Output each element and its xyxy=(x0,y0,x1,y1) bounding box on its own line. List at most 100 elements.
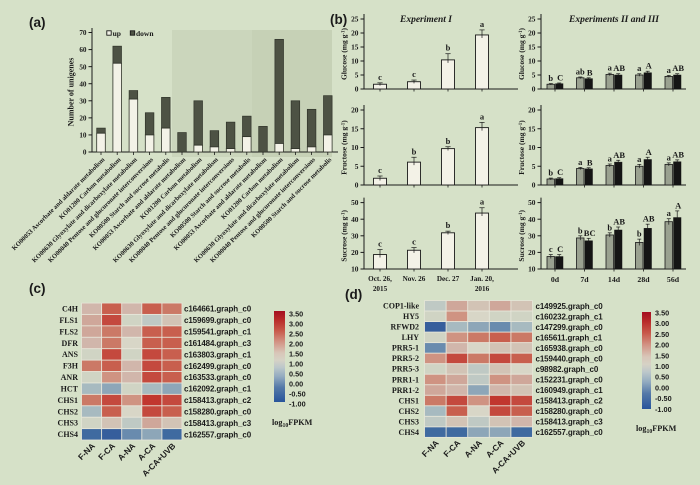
svg-text:ANS: ANS xyxy=(62,350,79,359)
svg-text:LHY: LHY xyxy=(402,333,420,342)
svg-text:0: 0 xyxy=(83,149,87,157)
svg-text:(b): (b) xyxy=(330,12,347,27)
svg-text:28d: 28d xyxy=(637,275,650,284)
svg-text:AB: AB xyxy=(613,63,625,73)
svg-text:log10FPKM: log10FPKM xyxy=(636,424,677,435)
svg-text:Dec. 27: Dec. 27 xyxy=(437,275,460,283)
svg-text:2015: 2015 xyxy=(373,285,388,293)
svg-text:HCT: HCT xyxy=(61,384,79,393)
svg-text:56d: 56d xyxy=(667,275,680,284)
svg-text:a: a xyxy=(637,154,642,164)
svg-text:HY5: HY5 xyxy=(403,312,419,321)
svg-text:C4H: C4H xyxy=(62,305,79,314)
svg-text:B: B xyxy=(587,67,593,77)
svg-text:CHS4: CHS4 xyxy=(399,428,419,437)
svg-text:70: 70 xyxy=(79,29,87,37)
svg-text:(a): (a) xyxy=(29,15,46,30)
svg-text:F-NA: F-NA xyxy=(76,441,97,462)
svg-text:CHS2: CHS2 xyxy=(58,407,78,416)
svg-text:c159541.graph_c1: c159541.graph_c1 xyxy=(184,328,252,337)
svg-text:15: 15 xyxy=(351,43,359,52)
svg-text:c163533.graph_c0: c163533.graph_c0 xyxy=(184,373,252,382)
svg-text:b: b xyxy=(548,73,553,83)
svg-text:25: 25 xyxy=(528,15,536,24)
svg-text:30: 30 xyxy=(79,97,87,105)
svg-text:AB: AB xyxy=(672,63,684,73)
svg-text:14d: 14d xyxy=(608,275,621,284)
svg-text:60: 60 xyxy=(79,46,87,54)
svg-text:a: a xyxy=(667,208,672,218)
svg-text:20: 20 xyxy=(528,29,536,38)
svg-text:Glucose (mg g-1): Glucose (mg g-1) xyxy=(517,27,526,80)
svg-text:15: 15 xyxy=(351,124,359,133)
svg-text:C: C xyxy=(557,244,563,254)
svg-text:Fructose (mg g-1): Fructose (mg g-1) xyxy=(340,120,349,175)
svg-text:a: a xyxy=(480,19,485,29)
svg-text:b: b xyxy=(548,168,553,178)
svg-text:COP1-like: COP1-like xyxy=(383,302,419,311)
svg-text:c149925.graph_c0: c149925.graph_c0 xyxy=(536,302,604,311)
svg-text:10: 10 xyxy=(351,57,359,66)
svg-text:down: down xyxy=(136,29,154,38)
svg-text:20: 20 xyxy=(79,114,87,122)
svg-text:50: 50 xyxy=(528,198,536,207)
svg-text:c158413.graph_c2: c158413.graph_c2 xyxy=(184,396,252,405)
svg-text:20: 20 xyxy=(528,106,536,115)
svg-text:CHS1: CHS1 xyxy=(399,396,419,405)
svg-text:5: 5 xyxy=(355,71,359,80)
svg-text:A-NA: A-NA xyxy=(115,441,137,463)
svg-text:AB: AB xyxy=(613,217,625,227)
svg-text:-0.50: -0.50 xyxy=(655,394,672,403)
svg-text:2.50: 2.50 xyxy=(289,330,303,339)
svg-text:2.00: 2.00 xyxy=(289,340,303,349)
svg-text:c165938.graph_c0: c165938.graph_c0 xyxy=(536,344,604,353)
svg-text:Sucrose (mg g-1): Sucrose (mg g-1) xyxy=(517,210,526,262)
svg-text:10: 10 xyxy=(351,143,359,152)
svg-text:A-NA: A-NA xyxy=(462,438,484,460)
svg-text:0: 0 xyxy=(532,181,536,190)
svg-text:ab: ab xyxy=(576,66,585,76)
svg-text:40: 40 xyxy=(351,215,359,224)
svg-text:20: 20 xyxy=(528,248,536,257)
svg-text:c162557.graph_c0: c162557.graph_c0 xyxy=(184,430,252,439)
svg-text:a: a xyxy=(667,65,672,75)
svg-text:Nov. 26: Nov. 26 xyxy=(403,275,426,283)
svg-text:BC: BC xyxy=(584,228,596,238)
svg-text:3.50: 3.50 xyxy=(655,309,669,318)
svg-text:-1.00: -1.00 xyxy=(289,400,306,409)
svg-text:b: b xyxy=(446,136,451,146)
svg-text:AB: AB xyxy=(643,214,655,224)
svg-text:Oct. 26,: Oct. 26, xyxy=(368,275,392,283)
svg-text:a: a xyxy=(480,197,485,207)
svg-text:PRR1-2: PRR1-2 xyxy=(392,386,419,395)
svg-text:b: b xyxy=(446,43,451,53)
svg-text:log10FPKM: log10FPKM xyxy=(272,418,313,429)
svg-text:Experiments II and III: Experiments II and III xyxy=(568,15,659,25)
svg-text:AB: AB xyxy=(672,149,684,159)
svg-text:b: b xyxy=(578,225,583,235)
svg-text:c158280.graph_c0: c158280.graph_c0 xyxy=(536,407,604,416)
svg-text:A: A xyxy=(646,61,653,71)
svg-text:1.00: 1.00 xyxy=(289,360,303,369)
svg-text:10: 10 xyxy=(351,265,359,274)
svg-text:30: 30 xyxy=(351,231,359,240)
svg-text:5: 5 xyxy=(532,162,536,171)
svg-text:3.50: 3.50 xyxy=(289,310,303,319)
svg-text:2.00: 2.00 xyxy=(655,341,669,350)
svg-text:c160232.graph_c1: c160232.graph_c1 xyxy=(536,312,604,321)
svg-text:AB: AB xyxy=(613,150,625,160)
svg-text:a: a xyxy=(480,111,485,121)
svg-text:CHS1: CHS1 xyxy=(58,396,78,405)
svg-text:up: up xyxy=(113,29,121,38)
svg-text:0.50: 0.50 xyxy=(289,370,303,379)
svg-text:0d: 0d xyxy=(551,275,560,284)
svg-text:7d: 7d xyxy=(580,275,589,284)
svg-text:c158413.graph_c3: c158413.graph_c3 xyxy=(184,419,252,428)
svg-text:10: 10 xyxy=(528,143,536,152)
svg-text:Number of unigenes: Number of unigenes xyxy=(67,58,76,127)
svg-text:10: 10 xyxy=(528,265,536,274)
svg-text:15: 15 xyxy=(528,43,536,52)
svg-text:-0.50: -0.50 xyxy=(289,390,306,399)
svg-text:FLS2: FLS2 xyxy=(59,327,78,336)
svg-text:CHS3: CHS3 xyxy=(399,417,419,426)
